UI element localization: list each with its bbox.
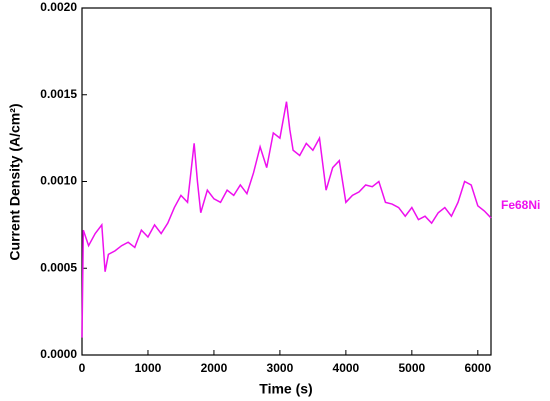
y-tick-label: 0.0020 — [40, 0, 77, 14]
x-tick-label: 0 — [79, 361, 86, 375]
series-label: Fe68Ni — [501, 198, 540, 212]
x-tick-label: 6000 — [464, 361, 491, 375]
x-tick-label: 2000 — [201, 361, 228, 375]
y-axis-label: Current Density (A/cm²) — [7, 103, 23, 260]
x-tick-label: 1000 — [135, 361, 162, 375]
y-tick-label: 0.0000 — [40, 347, 77, 361]
plot-frame — [81, 7, 492, 356]
x-tick-label: 4000 — [333, 361, 360, 375]
x-tick-label: 5000 — [398, 361, 425, 375]
y-tick-label: 0.0015 — [40, 87, 77, 101]
data-line — [81, 101, 492, 338]
x-tick-label: 3000 — [267, 361, 294, 375]
y-tick-label: 0.0005 — [40, 260, 77, 274]
y-tick-label: 0.0010 — [40, 174, 77, 188]
x-axis-label: Time (s) — [259, 381, 312, 397]
